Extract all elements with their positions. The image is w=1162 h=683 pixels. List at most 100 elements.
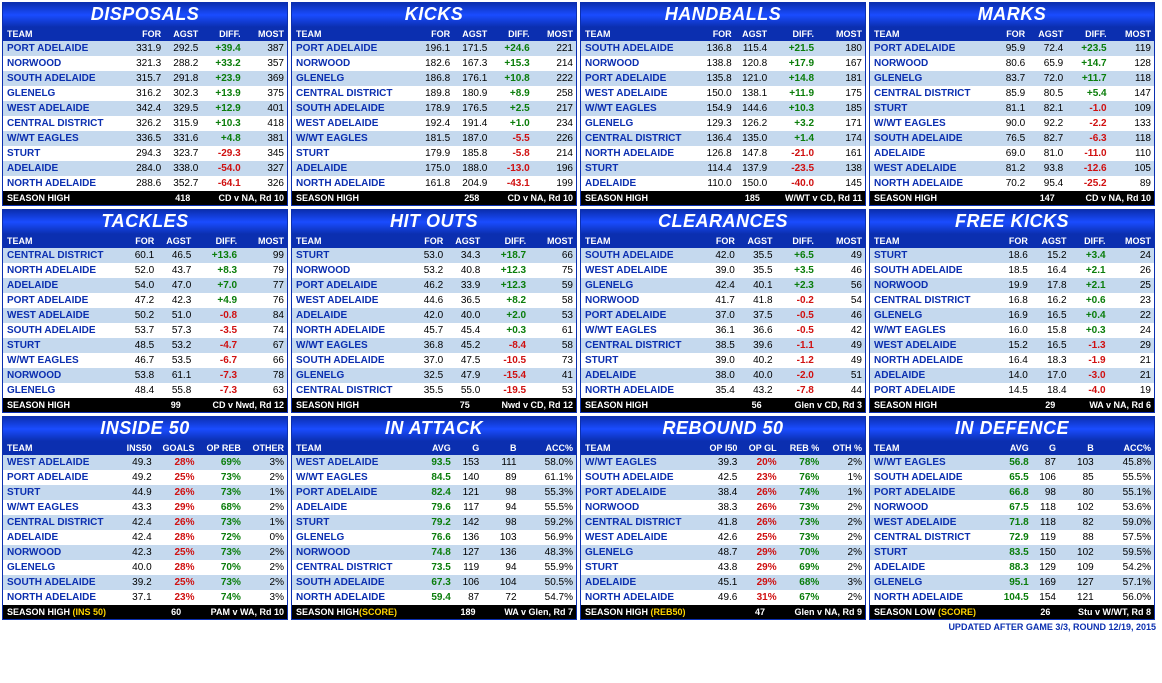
table-cell: 174 [817,131,865,146]
table-cell: 38.5 [707,338,738,353]
column-header: ACC% [1097,441,1154,455]
table-row: SOUTH ADELAIDE37.047.5-10.573 [292,353,576,368]
table-cell: STURT [292,248,416,263]
table-cell: 72% [198,530,244,545]
table-cell: +8.3 [194,263,240,278]
table-cell: -43.1 [490,176,532,191]
table-cell: 95.1 [994,575,1031,590]
table-row: W/WT EAGLES154.9144.6+10.3185 [581,101,865,116]
footer-value: 418 [164,191,201,205]
table-cell: WEST ADELAIDE [3,101,127,116]
table-cell: PORT ADELAIDE [292,41,416,56]
table-cell: 90.0 [997,116,1028,131]
table-cell: 15.2 [1031,248,1070,263]
table-cell: 43.8 [701,560,740,575]
table-row: WEST ADELAIDE71.81188259.0% [870,515,1154,530]
table-cell: 188.0 [453,161,490,176]
table-cell: 72.0 [1028,71,1066,86]
table-cell: 153 [454,455,482,470]
table-cell: +7.0 [194,278,240,293]
table-cell: 23% [740,470,779,485]
table-cell: NORTH ADELAIDE [292,323,416,338]
table-row: GLENELG76.613610356.9% [292,530,576,545]
table-cell: 59 [529,278,576,293]
table-row: STURT44.926%73%1% [3,485,287,500]
table-cell: 42.5 [701,470,740,485]
table-cell: 17.0 [1031,368,1070,383]
column-header: TEAM [870,27,997,41]
table-cell: +13.6 [194,248,240,263]
table-cell: 16.8 [999,293,1031,308]
table-cell: 46 [817,308,865,323]
table-cell: 25% [155,575,198,590]
table-cell: 88.3 [994,560,1031,575]
table-cell: WEST ADELAIDE [292,116,416,131]
table-cell: 182.6 [416,56,453,71]
table-row: GLENELG186.8176.1+10.8222 [292,71,576,86]
stats-panel: INSIDE 50TEAMINS50GOALSOP REBOTHERWEST A… [2,416,288,620]
column-header: AVG [422,441,454,455]
table-cell: 331.9 [127,41,164,56]
table-cell: 145 [817,176,865,191]
table-row: GLENELG48.455.8-7.363 [3,383,287,398]
table-row: W/WT EAGLES84.51408961.1% [292,470,576,485]
table-row: CENTRAL DISTRICT85.980.5+5.4147 [870,86,1154,101]
footer-label: SEASON HIGH [3,191,164,205]
table-cell: 49.6 [701,590,740,605]
table-cell: +2.5 [490,101,532,116]
table-row: ADELAIDE175.0188.0-13.0196 [292,161,576,176]
table-cell: 21 [1109,353,1154,368]
table-cell: 58.0% [520,455,576,470]
table-row: WEST ADELAIDE93.515311158.0% [292,455,576,470]
table-cell: -10.5 [483,353,529,368]
table-cell: 83.5 [994,545,1031,560]
panel-title: INSIDE 50 [3,417,287,441]
table-cell: 2% [822,500,865,515]
footer-note: CD v Nwd, Rd 12 [194,398,287,412]
table-cell: 42.4 [120,515,155,530]
table-cell: NORWOOD [581,500,701,515]
table-cell: +8.9 [490,86,532,101]
table-row: NORTH ADELAIDE104.515412156.0% [870,590,1154,605]
table-cell: 61.1 [157,368,194,383]
table-row: PORT ADELAIDE331.9292.5+39.4387 [3,41,287,56]
table-row: STURT18.615.2+3.424 [870,248,1154,263]
table-cell: 161.8 [416,176,453,191]
table-cell: 35.5 [738,263,776,278]
table-cell: -6.7 [194,353,240,368]
table-cell: 175 [817,86,865,101]
stats-panel: CLEARANCESTEAMFORAGSTDIFF.MOSTSOUTH ADEL… [580,209,866,413]
table-cell: 56.8 [994,455,1031,470]
table-cell: 331.6 [164,131,201,146]
table-cell: 98 [482,515,519,530]
table-cell: SOUTH ADELAIDE [3,323,127,338]
table-cell: NORWOOD [292,56,416,71]
column-header: TEAM [292,234,416,248]
table-row: PORT ADELAIDE46.233.9+12.359 [292,278,576,293]
table-cell: 66 [529,248,576,263]
table-row: NORWOOD80.665.9+14.7128 [870,56,1154,71]
table-cell: 41.7 [707,293,738,308]
column-header: AGST [1028,27,1066,41]
table-cell: 42.0 [416,308,446,323]
column-header: FOR [997,27,1028,41]
table-cell: 154 [1032,590,1059,605]
footer-value: 185 [735,191,770,205]
table-row: WEST ADELAIDE50.251.0-0.884 [3,308,287,323]
table-cell: 126.2 [735,116,770,131]
table-cell: 74% [198,590,244,605]
table-cell: 292.5 [164,41,201,56]
footer-note: WA v NA, Rd 6 [1070,398,1154,412]
column-header: OP REB [198,441,244,455]
table-cell: 258 [533,86,576,101]
column-header: DIFF. [490,27,532,41]
table-row: STURT79.21429859.2% [292,515,576,530]
table-cell: -40.0 [770,176,817,191]
table-row: SOUTH ADELAIDE315.7291.8+23.9369 [3,71,287,86]
table-cell: WEST ADELAIDE [870,515,994,530]
table-cell: 154.9 [699,101,734,116]
table-cell: 3% [244,455,287,470]
table-cell: 191.4 [453,116,490,131]
table-cell: 49 [817,353,865,368]
table-row: WEST ADELAIDE150.0138.1+11.9175 [581,86,865,101]
